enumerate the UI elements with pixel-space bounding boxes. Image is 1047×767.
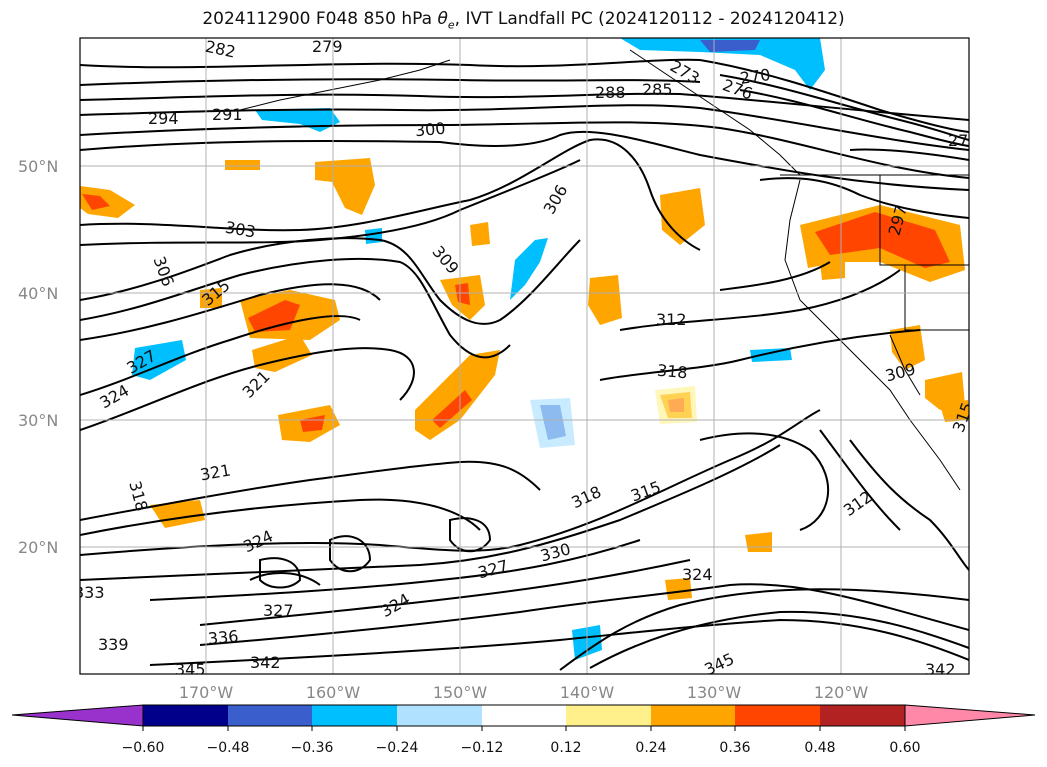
colorbar-tick-label: −0.60 xyxy=(122,740,165,756)
shade-orange-west xyxy=(80,186,135,218)
shade-orange-j xyxy=(660,188,705,245)
contour-label: 324 xyxy=(682,565,713,584)
colorbar-segment xyxy=(482,705,566,726)
contour-label: 27 xyxy=(948,131,968,150)
contour-label: 312 xyxy=(656,310,687,329)
contour-label: 291 xyxy=(212,105,243,124)
colorbar-segment xyxy=(651,705,735,726)
shade-blue-alaska xyxy=(700,40,760,52)
colorbar-segment xyxy=(143,705,228,726)
shade-cyan-b xyxy=(365,228,382,244)
shade-orange-m xyxy=(665,578,692,600)
shade-orange-small1 xyxy=(470,222,490,246)
contour-label: 327 xyxy=(263,601,294,620)
colorbar-segment xyxy=(566,705,651,726)
contour-label: 339 xyxy=(98,635,129,654)
shade-red-g xyxy=(432,390,472,428)
coastlines xyxy=(239,49,969,491)
lon-label-150w: 150°W xyxy=(433,683,488,702)
shade-cyan-streak xyxy=(510,238,548,300)
colorbar-tick-label: 0.24 xyxy=(635,740,666,756)
colorbar-tick-label: −0.36 xyxy=(291,740,334,756)
lon-label-140w: 140°W xyxy=(560,683,615,702)
shade-orange-mexico xyxy=(925,372,965,410)
lon-label-120w: 120°W xyxy=(814,683,869,702)
colorbar-tick-label: −0.12 xyxy=(461,740,504,756)
contour-label: 318 xyxy=(656,361,688,383)
shade-orange-l xyxy=(745,532,772,552)
colorbar-segment xyxy=(820,705,905,726)
contour-label: 294 xyxy=(148,109,179,128)
colorbar-ticks xyxy=(142,726,906,731)
theta-symbol: θ xyxy=(437,9,448,29)
shade-orange-se xyxy=(940,400,969,422)
lat-label-50n: 50°N xyxy=(18,157,58,176)
lat-label-40n: 40°N xyxy=(18,284,58,303)
contour-label: 285 xyxy=(642,80,673,99)
lon-label-160w: 160°W xyxy=(306,683,361,702)
shade-cyan-f xyxy=(750,348,792,362)
colorbar-tick-label: 0.12 xyxy=(550,740,581,756)
shade-red-e xyxy=(300,415,325,432)
colorbar-tick-label: 0.36 xyxy=(719,740,750,756)
graticule xyxy=(80,38,969,674)
colorbar-tick-label: 0.48 xyxy=(804,740,835,756)
contour-label: 270 xyxy=(739,65,772,88)
shade-orange-i xyxy=(588,275,622,325)
contour-label: 282 xyxy=(204,37,238,62)
shade-red-coast xyxy=(815,212,950,268)
shade-orange-a xyxy=(315,158,375,215)
colorbar-tick-label: −0.24 xyxy=(376,740,419,756)
shade-cyan-c xyxy=(132,340,186,380)
colorbar-tick-label: 0.60 xyxy=(889,740,920,756)
lat-label-30n: 30°N xyxy=(18,411,58,430)
colorbar-segment xyxy=(397,705,482,726)
contour-label: 336 xyxy=(207,627,239,649)
colorbar-segment xyxy=(312,705,397,726)
contour-label: 333 xyxy=(74,583,105,602)
contour-label: 342 xyxy=(925,660,956,679)
map-border xyxy=(79,37,970,675)
contour-label: 342 xyxy=(250,653,281,672)
colorbar-extend-left xyxy=(11,704,144,727)
lon-label-170w: 170°W xyxy=(179,683,234,702)
lon-label-130w: 130°W xyxy=(687,683,742,702)
colorbar-tick-label: −0.48 xyxy=(207,740,250,756)
lon-axis: 170°W 160°W 150°W 140°W 130°W 120°W xyxy=(179,683,869,702)
title-suffix: , IVT Landfall PC (2024120112 - 20241204… xyxy=(454,9,845,29)
contour-label: 345 xyxy=(175,660,206,679)
colorbar-segment xyxy=(228,705,312,726)
shade-light-d xyxy=(530,398,575,448)
colorbar-extend-right xyxy=(904,704,1036,727)
theta-subscript: e xyxy=(447,18,455,32)
colorbar: −0.60 −0.48 −0.36 −0.24 −0.12 0.12 0.24 … xyxy=(11,704,1036,756)
title-prefix: 2024112900 F048 850 hPa xyxy=(202,9,438,29)
lat-label-20n: 20°N xyxy=(18,538,58,557)
shade-orange-baja xyxy=(890,325,925,370)
shade-red-west xyxy=(82,194,110,210)
colorbar-segment xyxy=(735,705,820,726)
shade-yellow-halo1 xyxy=(655,386,697,424)
chart-title: 2024112900 F048 850 hPa θe, IVT Landfall… xyxy=(0,9,1047,31)
contour-label: 288 xyxy=(595,83,626,102)
colorbar-frame xyxy=(142,704,906,727)
lat-axis: 50°N 40°N 30°N 20°N xyxy=(18,157,58,557)
shade-orange-b xyxy=(225,160,260,170)
map-plot-area xyxy=(80,38,969,674)
shade-red-f xyxy=(455,283,470,305)
contour-label: 279 xyxy=(312,37,343,56)
shaded-field xyxy=(80,38,969,660)
contour-label: 300 xyxy=(414,119,446,141)
shade-cyan-alaska xyxy=(620,38,825,90)
